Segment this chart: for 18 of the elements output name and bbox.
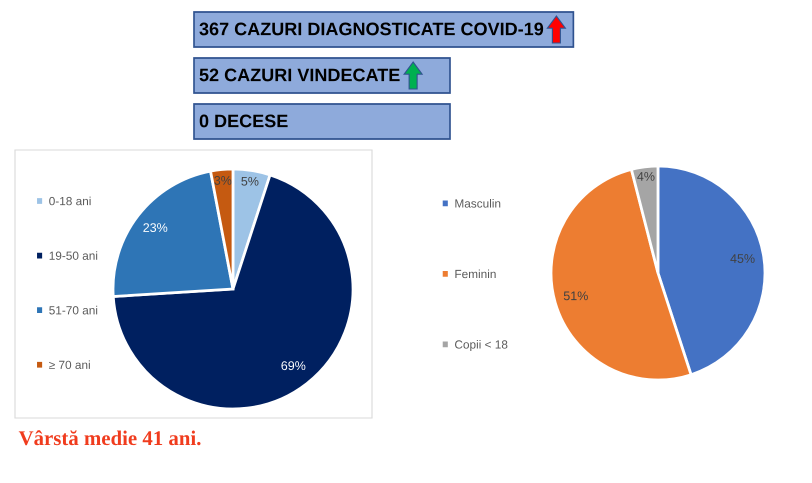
data-label: 23% xyxy=(143,223,168,232)
legend-label: 51-70 ani xyxy=(49,306,98,314)
legend-label: ≥ 70 ani xyxy=(49,360,90,370)
data-label: 69% xyxy=(281,361,306,370)
legend-label: Feminin xyxy=(455,269,496,278)
legend-label: Copii < 18 xyxy=(455,340,508,351)
text: 0 DECESE xyxy=(200,114,288,128)
data-label: 45% xyxy=(730,254,755,263)
text: 52 CAZURI VINDECATE xyxy=(200,68,400,82)
text: 367 CAZURI DIAGNOSTICATE COVID-19 xyxy=(199,22,544,36)
data-label: 3% xyxy=(214,176,232,185)
legend-label: 0-18 ani xyxy=(49,196,91,206)
legend-label: Masculin xyxy=(455,199,500,208)
legend-label: 19-50 ani xyxy=(50,251,98,260)
data-label: 5% xyxy=(241,176,258,186)
data-label: 51% xyxy=(564,291,588,300)
text: Vârstă medie 41 ani. xyxy=(18,430,201,446)
data-label: 4% xyxy=(637,172,655,181)
